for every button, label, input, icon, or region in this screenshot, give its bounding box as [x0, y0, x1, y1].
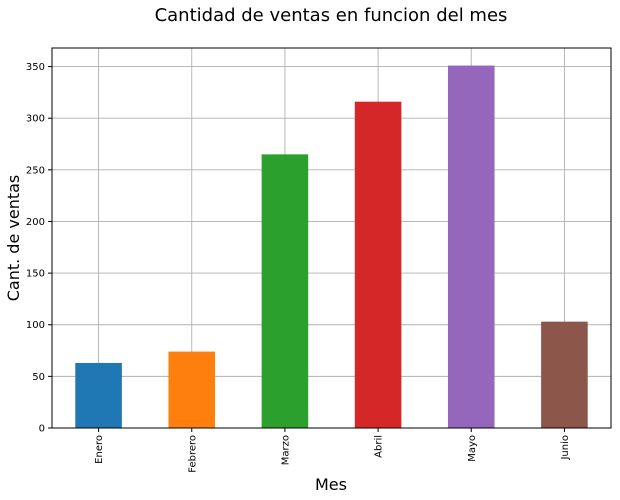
y-tick-label: 250: [26, 165, 45, 176]
plot-frame: [51, 47, 612, 429]
bar-febrero: [168, 351, 216, 428]
axes: [51, 47, 612, 429]
bar-mayo: [447, 65, 495, 428]
y-axis-title: Cant. de ventas: [4, 175, 23, 302]
x-tick-label: Marzo: [280, 435, 291, 465]
bar-abril: [354, 101, 402, 429]
x-tick-label: Junio: [560, 435, 571, 461]
y-tick-label: 150: [26, 269, 45, 280]
y-tick-label: 50: [32, 372, 45, 383]
y-tick-label: 100: [26, 320, 45, 331]
y-tick-label: 350: [26, 62, 45, 73]
y-tick-label: 200: [26, 217, 45, 228]
y-axis-ticks: 0 50 100 150 200 250 300 350: [26, 62, 52, 435]
bar-enero: [75, 362, 122, 428]
bars: [75, 65, 588, 429]
x-tick-label: Mayo: [467, 435, 478, 462]
chart-title: Cantidad de ventas en funcion del mes: [155, 5, 508, 26]
y-tick-label: 300: [26, 114, 45, 125]
x-tick-label: Enero: [94, 435, 105, 464]
x-axis-title: Mes: [315, 475, 347, 494]
x-tick-label: Febrero: [187, 435, 198, 473]
x-axis-ticks: Enero Febrero Marzo Abril Mayo Junio: [94, 428, 571, 473]
bar-junio: [541, 321, 588, 428]
y-tick-label: 0: [39, 424, 45, 435]
bar-marzo: [261, 154, 309, 428]
grid: [52, 48, 611, 429]
x-tick-label: Abril: [374, 435, 385, 458]
